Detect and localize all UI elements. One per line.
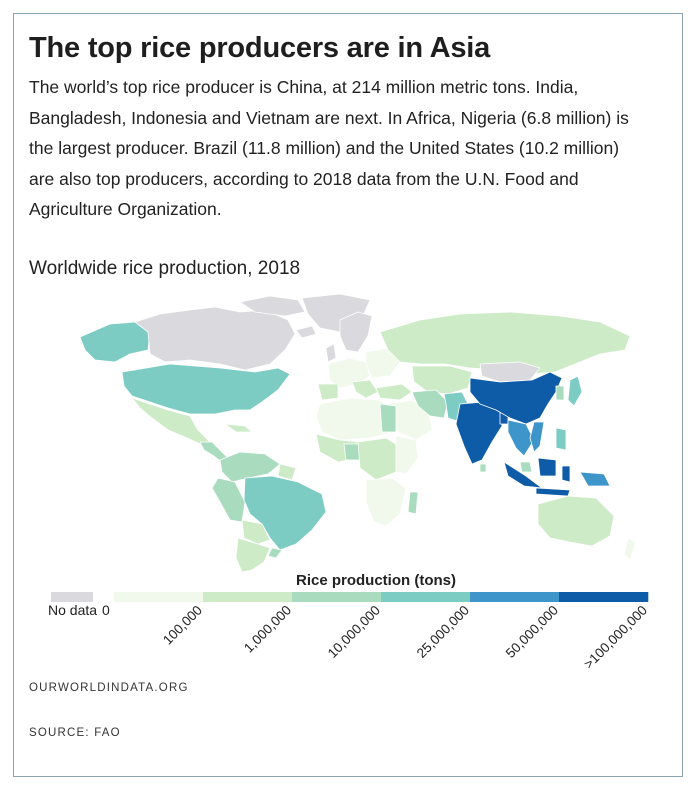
map-legend: Rice production (tons) No data 0 100,000…	[48, 572, 650, 672]
region-egypt	[379, 403, 397, 433]
region-iran	[411, 389, 449, 419]
region-mongolia	[479, 361, 541, 383]
world-map	[79, 293, 637, 573]
region-iberia	[317, 383, 339, 401]
region-uk	[325, 343, 337, 363]
legend-tick-label: 50,000,000	[503, 603, 561, 661]
legend-bin-swatch	[559, 592, 649, 602]
region-japan	[567, 375, 583, 407]
region-central-asia	[411, 365, 473, 395]
region-usa	[121, 363, 291, 415]
region-scandinavia	[339, 311, 373, 353]
region-borneo	[537, 457, 557, 477]
legend-tick-label: 25,000,000	[414, 603, 472, 661]
region-western-europe	[327, 357, 371, 389]
region-southern-africa	[365, 477, 407, 527]
source-note: SOURCE: FAO	[29, 727, 121, 739]
region-indonesia	[503, 461, 543, 489]
legend-bin-swatch	[114, 592, 204, 602]
region-malaysia	[519, 461, 533, 473]
region-philippines	[555, 427, 567, 451]
region-italy-balkans	[351, 379, 379, 399]
legend-tick-label: 10,000,000	[325, 603, 383, 661]
legend-bin-swatch	[292, 592, 382, 602]
region-turkey	[375, 383, 413, 401]
region-uruguay	[267, 547, 283, 559]
legend-tick-label: 100,000	[160, 603, 205, 648]
region-east-africa	[395, 435, 419, 475]
region-sri-lanka	[479, 463, 487, 473]
region-brazil	[243, 475, 327, 551]
region-caribbean	[224, 423, 253, 433]
legend-bin-swatch	[381, 592, 471, 602]
region-russia	[379, 311, 631, 375]
description-text: The world’s top rice producer is China, …	[29, 77, 629, 219]
region-north-africa	[315, 397, 395, 441]
region-australia	[537, 495, 615, 547]
region-java	[535, 487, 571, 497]
legend-tick-label: >100,000,000	[581, 603, 650, 672]
region-madagascar	[407, 491, 419, 515]
region-bolivia	[241, 519, 271, 545]
legend-no-data-label: No data	[48, 602, 97, 618]
legend-bin-swatch	[203, 592, 293, 602]
region-mexico	[131, 397, 211, 445]
map-subtitle: Worldwide rice production, 2018	[29, 258, 301, 279]
region-new-zealand	[623, 537, 637, 561]
region-colombia-venezuela	[219, 451, 281, 483]
region-guianas	[277, 463, 297, 481]
region-vietnam	[529, 421, 545, 453]
region-china	[469, 371, 563, 425]
region-alaska	[79, 321, 151, 363]
region-myanmar-thailand	[507, 419, 535, 457]
region-new-guinea	[579, 471, 611, 487]
legend-tick-label: 1,000,000	[241, 603, 294, 656]
source-site: OURWORLDINDATA.ORG	[29, 682, 189, 694]
region-peru	[211, 477, 246, 523]
region-iceland	[295, 325, 317, 339]
legend-zero-label: 0	[102, 602, 110, 618]
legend-bin-swatch	[470, 592, 560, 602]
region-argentina	[235, 537, 271, 573]
region-canada	[134, 306, 296, 371]
region-sulawesi	[561, 465, 571, 483]
region-arctic-islands	[239, 295, 306, 317]
region-central-africa	[357, 437, 403, 481]
legend-no-data-swatch	[51, 592, 93, 602]
legend-title: Rice production (tons)	[296, 572, 456, 589]
page-title: The top rice producers are in Asia	[29, 32, 491, 64]
region-india	[455, 401, 503, 465]
region-korea	[555, 385, 565, 401]
